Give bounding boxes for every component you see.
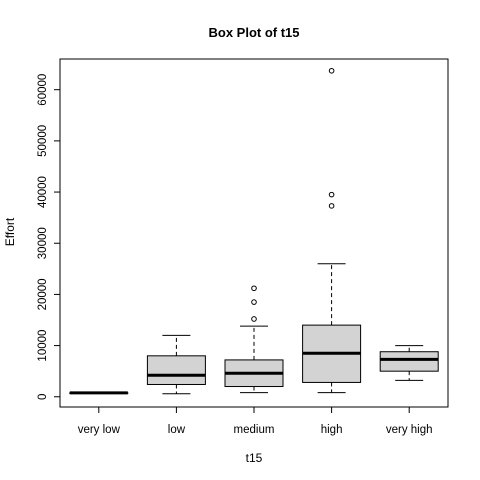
- box-very-low: [69, 391, 129, 395]
- outlier-point: [251, 316, 257, 322]
- y-tick-label: 40000: [37, 176, 49, 208]
- outlier-point: [251, 299, 257, 305]
- outlier-point: [251, 285, 257, 292]
- y-tick-label: 60000: [37, 74, 49, 106]
- y-tick-label: 30000: [37, 227, 49, 259]
- x-axis-label: t15: [246, 451, 263, 465]
- box-very-high: [379, 345, 439, 381]
- chart-title: Box Plot of t15: [208, 25, 299, 40]
- y-tick-label: 10000: [37, 330, 49, 362]
- x-tick-label: very high: [386, 424, 433, 436]
- box-high: [302, 67, 362, 394]
- box-iqr: [146, 355, 206, 385]
- y-tick-label: 20000: [37, 278, 49, 310]
- outlier-point: [328, 203, 335, 209]
- y-axis-label: Effort: [3, 217, 17, 246]
- y-tick-label: 0: [37, 394, 49, 400]
- x-tick-label: very low: [78, 424, 121, 436]
- boxes-group: [69, 67, 439, 395]
- x-tick-label: low: [168, 424, 186, 436]
- box-iqr: [379, 351, 439, 372]
- box-low: [146, 334, 206, 395]
- x-axis: very low low medium high very high: [78, 406, 433, 436]
- y-axis: 0 10000 20000 30000 40000 50000 60000: [37, 74, 61, 400]
- outlier-point: [328, 191, 335, 198]
- box-medium: [224, 285, 284, 394]
- x-tick-label: medium: [234, 424, 275, 436]
- x-tick-label: high: [321, 424, 343, 436]
- y-tick-label: 50000: [37, 125, 49, 157]
- outlier-point: [328, 67, 335, 74]
